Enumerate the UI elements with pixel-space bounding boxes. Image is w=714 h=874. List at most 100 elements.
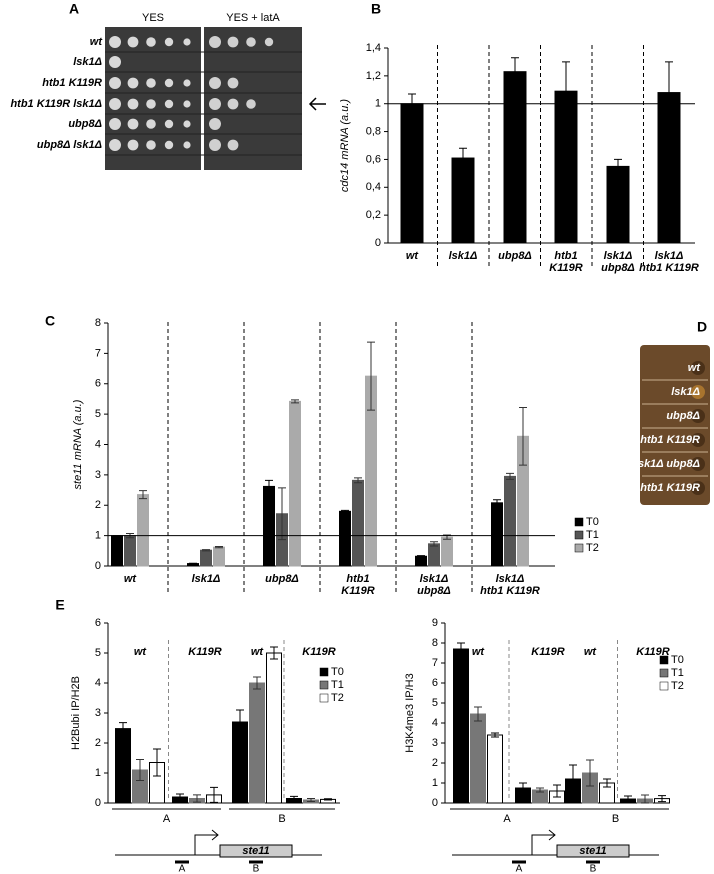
error-bar [536,787,544,793]
x-tick-label: htb1 [554,250,577,262]
row-label: htb1 K119R [640,434,700,446]
y-axis-label: ste11 mRNA (a.u.) [72,399,84,489]
colony [691,433,705,447]
y-tick-label: 6 [432,677,438,689]
x-tick-label: K119R [531,646,564,658]
bar [339,510,351,567]
row-label: ubp8Δ [68,118,102,130]
x-tick-label: ubp8Δ [498,250,532,262]
x-tick-label: wt [124,573,138,585]
error-bar [430,541,438,547]
error-bar [253,676,261,690]
y-tick-label: 0,2 [366,209,381,221]
spot [209,118,221,130]
region-label: A [179,864,186,874]
legend-swatch [319,680,329,690]
bar [352,479,364,567]
legend-label: T2 [671,680,684,692]
y-tick-label: 2 [95,737,101,749]
spot [127,98,139,110]
error-bar [290,795,298,802]
spot [109,77,121,89]
spot [246,99,256,109]
bar [266,652,282,804]
error-bar [265,479,273,493]
column-label: YES + latA [226,12,280,24]
y-tick-label: 3 [432,737,438,749]
group-label: B [278,813,285,825]
y-tick-label: 5 [95,408,101,420]
colony [691,409,705,423]
y-tick-label: 8 [432,637,438,649]
x-tick-label: K119R [341,585,374,597]
panel-label: E [55,597,64,613]
error-bar [417,555,425,558]
bar [249,682,265,804]
error-bar [215,546,223,549]
bar [491,502,503,567]
legend-swatch [319,667,329,677]
x-tick-label: lsk1Δ [655,250,684,262]
row-label: ubp8Δ lsk1Δ [37,139,102,151]
legend-swatch [574,543,584,553]
y-tick-label: 0 [95,797,101,809]
x-tick-label: wt [472,646,486,658]
spot [109,98,121,110]
error-bar [624,795,632,803]
y-tick-label: 1 [95,767,101,779]
bar [200,549,212,567]
spot [227,36,239,48]
row-label: wt [90,36,104,48]
legend-swatch [574,530,584,540]
bar [487,734,503,804]
spot [209,77,221,89]
error-bar [291,399,299,404]
spot [109,118,121,130]
x-tick-label: lsk1Δ [496,573,525,585]
bar [415,555,427,567]
error-bar [506,472,514,480]
x-tick-label: wt [406,250,420,262]
legend-label: T1 [671,667,684,679]
x-tick-label: lsk1Δ [604,250,633,262]
y-axis-label: H2Bubi IP/H2B [70,676,82,750]
group-label: B [612,813,619,825]
error-bar [603,778,611,788]
bar [137,494,149,567]
spot [183,38,191,46]
panel-label: D [697,319,707,335]
arrow [308,97,326,111]
error-bar [519,782,527,794]
row-label: wt [688,362,702,374]
y-tick-label: 0 [95,560,101,572]
error-bar [176,793,184,801]
spot [164,99,174,109]
x-tick-label: ubp8Δ [601,262,635,274]
x-tick-label: K119R [636,646,669,658]
y-tick-label: 7 [95,347,101,359]
error-bar [665,61,673,124]
legend-swatch [659,668,669,678]
legend-label: T2 [586,542,599,554]
error-bar [210,786,218,803]
error-bar [189,562,197,565]
y-tick-label: 4 [95,438,101,450]
spot [109,139,121,151]
y-tick-label: 0,6 [366,153,381,165]
row-label: lsk1Δ ubp8Δ [635,458,700,470]
spot [127,36,139,48]
colony [691,385,705,399]
bar [289,400,301,567]
error-bar [569,764,577,794]
x-tick-label: lsk1Δ [449,250,478,262]
error-bar [586,759,594,787]
region-label: B [253,864,260,874]
region-label: B [590,864,597,874]
bar [428,543,440,567]
spot [227,139,239,151]
y-tick-label: 6 [95,378,101,390]
error-bar [614,158,622,174]
legend-label: T0 [586,516,599,528]
row-label: htb1 K119R lsk1Δ [10,98,102,110]
gene-label: ste11 [579,845,606,857]
